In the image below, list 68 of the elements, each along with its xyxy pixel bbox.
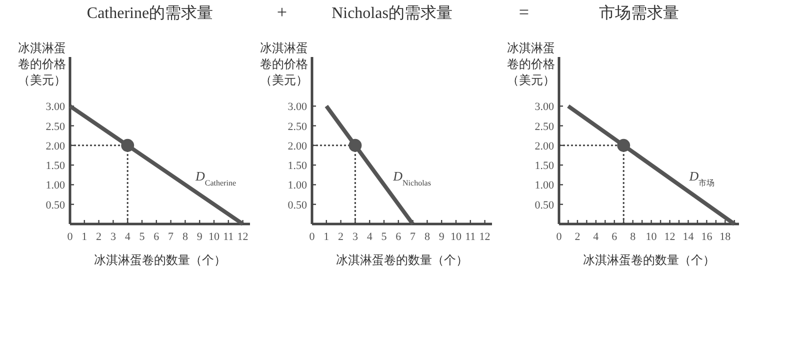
x-tick-label: 18: [720, 231, 732, 243]
y-tick-label: 2.00: [288, 140, 308, 152]
y-tick-label: 2.50: [534, 120, 554, 133]
y-tick-label: 3.00: [534, 101, 554, 114]
y-tick-label: 3.00: [46, 101, 66, 114]
x-tick-label: 12: [664, 231, 676, 243]
chart-title: 市场需求量: [599, 4, 679, 22]
chart-title: Nicholas的需求量: [332, 4, 452, 22]
y-tick-label: 3.00: [288, 101, 308, 114]
series-label: D$_{Catherine}$: [194, 168, 236, 187]
x-tick-label: 3: [110, 231, 116, 243]
x-tick-label: 3: [352, 231, 358, 243]
x-tick-label: 9: [438, 231, 445, 243]
x-tick-label: 6: [154, 231, 160, 243]
x-axis-title: 冰淇淋蛋卷的数量（个）: [583, 253, 715, 267]
y-axis-title: 冰淇淋蛋卷的价格（美元）: [507, 41, 555, 87]
x-tick-label: 10: [646, 231, 658, 243]
x-tick-label: 4: [593, 231, 600, 243]
x-tick-label: 6: [396, 231, 402, 243]
y-tick-label: 0.50: [288, 199, 308, 212]
x-tick-label: 7: [168, 231, 174, 243]
x-tick-label: 0: [67, 231, 74, 243]
x-tick-label: 0: [309, 231, 316, 243]
y-tick-label: 0.50: [534, 199, 554, 212]
y-axis-title: 冰淇淋蛋卷的价格（美元）: [260, 41, 308, 87]
x-tick-label: 10: [450, 231, 462, 243]
x-tick-label: 5: [381, 231, 388, 243]
x-tick-label: 11: [465, 231, 476, 243]
x-tick-label: 7: [410, 231, 416, 243]
x-tick-label: 8: [630, 231, 636, 243]
x-tick-label: 8: [182, 231, 188, 243]
text: +: [276, 2, 288, 22]
x-tick-label: 2: [338, 231, 344, 243]
x-tick-label: 0: [556, 231, 562, 243]
y-tick-label: 0.50: [46, 199, 66, 212]
x-tick-label: 9: [196, 231, 203, 243]
x-tick-label: 5: [139, 231, 146, 243]
y-tick-label: 2.00: [46, 140, 66, 152]
y-tick-label: 1.00: [288, 180, 308, 192]
chart-title: Catherine的需求量: [86, 4, 214, 22]
text: =: [518, 2, 530, 22]
x-tick-label: 11: [223, 231, 234, 243]
y-axis-title: 冰淇淋蛋卷的价格（美元）: [18, 41, 66, 87]
x-tick-label: 4: [366, 231, 373, 243]
x-tick-label: 1: [324, 231, 330, 243]
y-tick-label: 1.50: [534, 160, 554, 172]
x-tick-label: 4: [124, 231, 131, 243]
x-tick-label: 1: [82, 231, 88, 243]
y-tick-label: 1.50: [288, 160, 308, 172]
y-tick-label: 2.50: [46, 120, 66, 133]
x-tick-label: 6: [612, 231, 618, 243]
x-tick-label: 14: [682, 231, 694, 243]
x-tick-label: 2: [96, 231, 102, 243]
x-axis-title: 冰淇淋蛋卷的数量（个）: [94, 253, 226, 267]
y-tick-label: 1.00: [46, 180, 66, 192]
series-label: D$_{市场}$: [688, 168, 715, 187]
x-tick-label: 12: [237, 231, 248, 243]
y-tick-label: 2.00: [534, 140, 554, 152]
y-tick-label: 2.50: [288, 120, 308, 133]
y-tick-label: 1.50: [46, 160, 66, 172]
x-axis-title: 冰淇淋蛋卷的数量（个）: [336, 253, 468, 267]
x-tick-label: 10: [208, 231, 220, 243]
x-tick-label: 12: [479, 231, 490, 243]
x-tick-label: 16: [701, 231, 713, 243]
y-tick-label: 1.00: [534, 180, 554, 192]
x-tick-label: 2: [574, 231, 580, 243]
x-tick-label: 8: [424, 231, 430, 243]
series-label: D$_{Nicholas}$: [392, 168, 431, 187]
